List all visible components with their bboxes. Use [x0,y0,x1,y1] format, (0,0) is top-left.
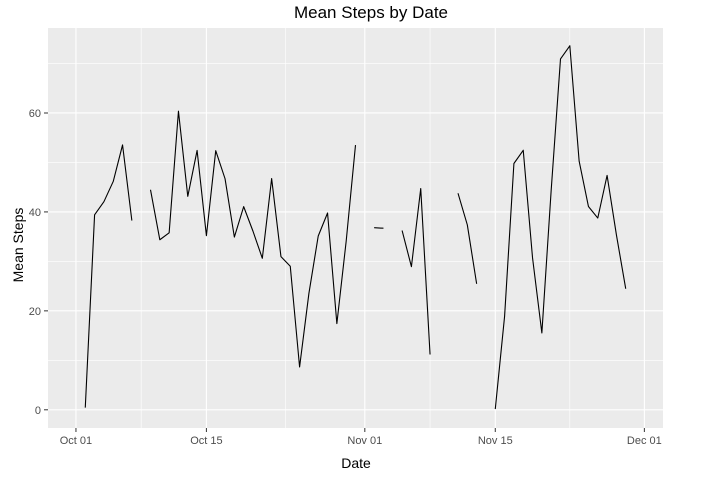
minor-gridlines [48,28,663,428]
x-tick-label: Oct 15 [190,435,222,447]
chart-title: Mean Steps by Date [294,3,448,22]
major-gridlines [48,28,663,428]
x-tick-label: Nov 01 [347,435,382,447]
x-axis-title: Date [341,455,371,471]
y-tick-label: 20 [29,306,41,318]
x-tick-label: Nov 15 [478,435,513,447]
y-tick-label: 0 [35,405,41,417]
y-tick-label: 60 [29,108,41,120]
x-tick-label: Dec 01 [627,435,662,447]
series-line-segment [494,45,627,410]
series-line-segment [401,187,431,355]
series-layer [84,45,627,410]
y-axis-title: Mean Steps [10,208,26,283]
series-line-segment [457,193,478,284]
series-line-segment [84,144,133,408]
series-line-segment [374,227,384,229]
series-line-segment [149,110,357,368]
x-axis: Oct 01 Oct 15 Nov 01 Nov 15 Dec 01 [60,428,662,447]
y-axis: 0 20 40 60 [29,108,48,417]
plot-panel [48,28,663,428]
x-tick-label: Oct 01 [60,435,92,447]
y-tick-label: 40 [29,207,41,219]
